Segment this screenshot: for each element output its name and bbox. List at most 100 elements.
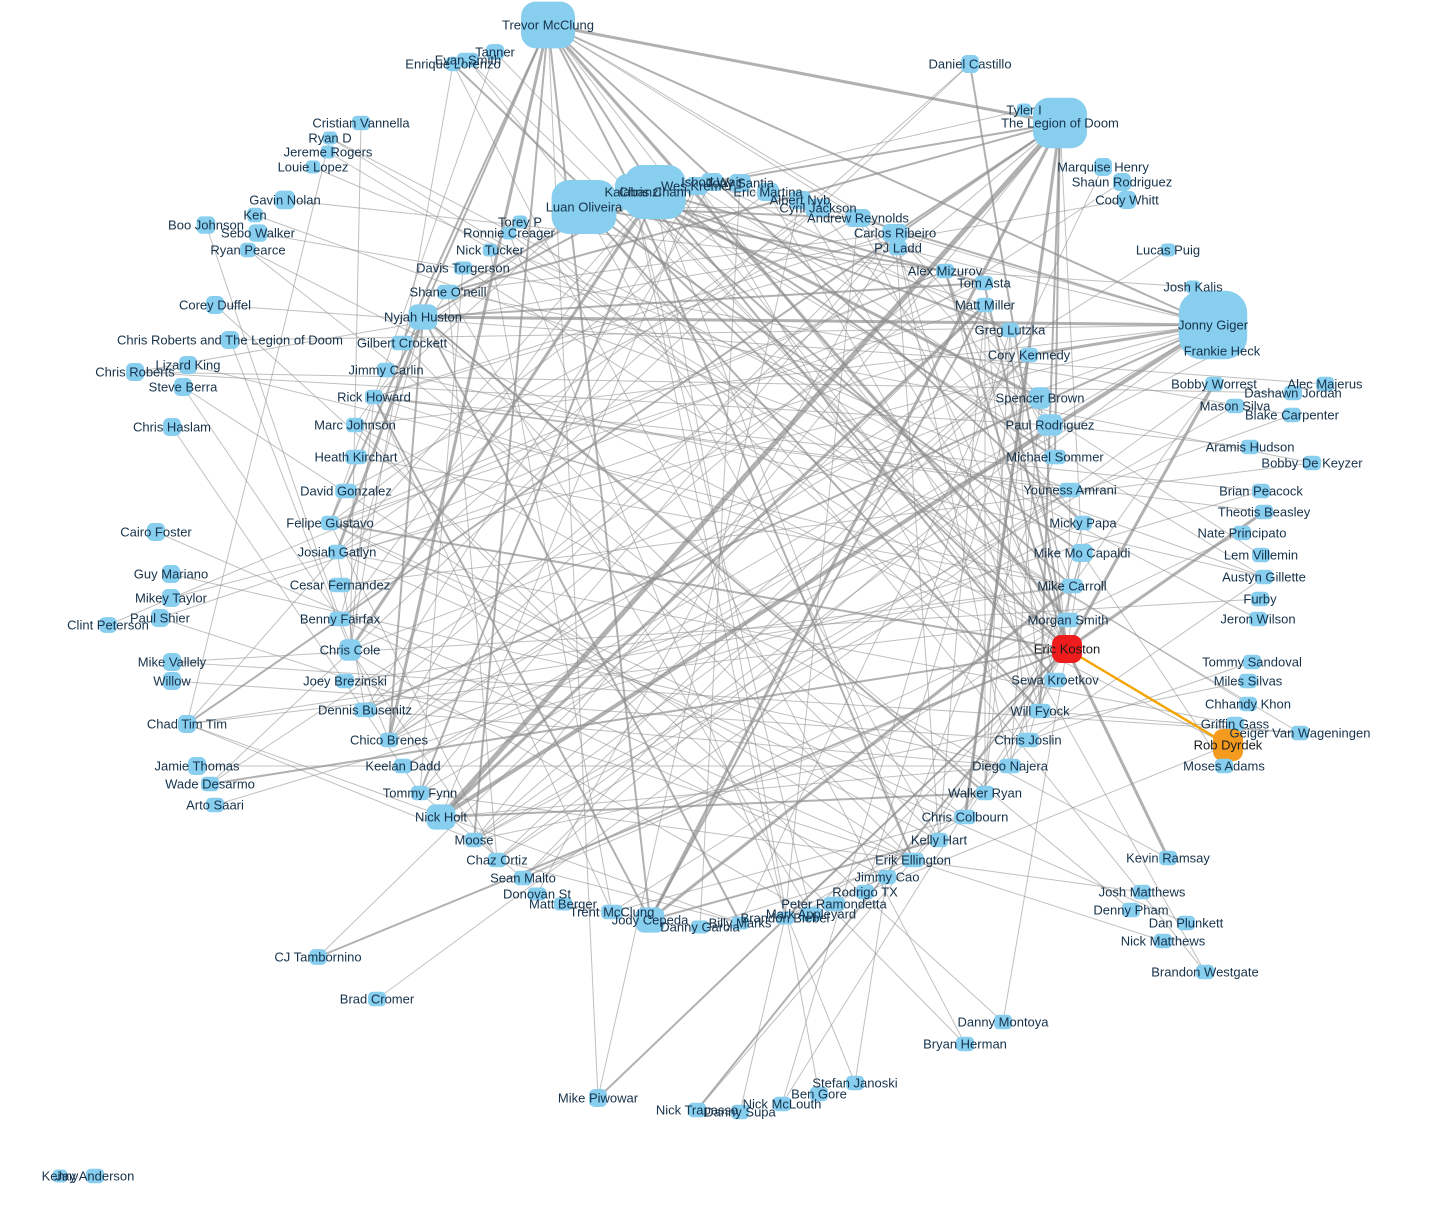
svg-text:Gilbert Crockett: Gilbert Crockett [357, 335, 448, 350]
svg-text:Lizard King: Lizard King [155, 357, 220, 372]
svg-text:Kevin Ramsay: Kevin Ramsay [1126, 850, 1210, 865]
svg-text:Jay Anderson: Jay Anderson [56, 1168, 135, 1183]
svg-text:Mike Mo Capaldi: Mike Mo Capaldi [1034, 545, 1131, 560]
svg-text:Michael Sommer: Michael Sommer [1006, 449, 1104, 464]
svg-text:Chris Roberts and The Legion o: Chris Roberts and The Legion of Doom [117, 332, 343, 347]
svg-text:Miles Silvas: Miles Silvas [1214, 673, 1283, 688]
svg-text:Alec Majerus: Alec Majerus [1287, 376, 1363, 391]
svg-text:Chris Haslam: Chris Haslam [133, 419, 211, 434]
svg-text:Shane O'neill: Shane O'neill [410, 284, 487, 299]
svg-text:Moose: Moose [454, 832, 493, 847]
svg-text:Shaun Rodriguez: Shaun Rodriguez [1072, 174, 1172, 189]
svg-text:Cristian Vannella: Cristian Vannella [312, 115, 410, 130]
svg-text:Moses Adams: Moses Adams [1183, 758, 1265, 773]
svg-text:Aramis Hudson: Aramis Hudson [1206, 439, 1295, 454]
svg-text:Sebo Walker: Sebo Walker [221, 225, 296, 240]
svg-text:Morgan Smith: Morgan Smith [1028, 612, 1109, 627]
svg-text:Brad Cromer: Brad Cromer [340, 991, 415, 1006]
svg-text:Marquise Henry: Marquise Henry [1057, 159, 1149, 174]
svg-text:Frankie Heck: Frankie Heck [1184, 343, 1261, 358]
svg-text:Cairo Foster: Cairo Foster [120, 524, 192, 539]
svg-text:Andrew Reynolds: Andrew Reynolds [807, 210, 909, 225]
svg-text:Bryan Herman: Bryan Herman [923, 1036, 1007, 1051]
svg-text:Ronnie Creager: Ronnie Creager [463, 225, 555, 240]
svg-text:Jonny Giger: Jonny Giger [1178, 317, 1249, 332]
svg-text:Chaz Ortiz: Chaz Ortiz [466, 852, 527, 867]
svg-text:Cody Whitt: Cody Whitt [1095, 192, 1159, 207]
svg-text:Josh Kalis: Josh Kalis [1163, 279, 1223, 294]
svg-text:Guy Mariano: Guy Mariano [134, 566, 208, 581]
svg-text:Nick Tucker: Nick Tucker [456, 242, 525, 257]
svg-text:Gavin Nolan: Gavin Nolan [249, 192, 321, 207]
svg-text:Jimmy Carlin: Jimmy Carlin [348, 362, 423, 377]
svg-text:Nick Holt: Nick Holt [415, 809, 467, 824]
svg-text:Ken: Ken [243, 207, 266, 222]
svg-text:Sean Malto: Sean Malto [490, 870, 556, 885]
svg-text:Geiger Van Wageningen: Geiger Van Wageningen [1230, 725, 1371, 740]
svg-text:Willow: Willow [153, 673, 191, 688]
svg-text:Matt Miller: Matt Miller [955, 297, 1016, 312]
svg-text:Brian Peacock: Brian Peacock [1219, 483, 1303, 498]
svg-text:Rick Howard: Rick Howard [337, 389, 411, 404]
svg-text:Furby: Furby [1243, 591, 1277, 606]
svg-text:Benny Fairfax: Benny Fairfax [300, 611, 381, 626]
svg-text:Lucas Puig: Lucas Puig [1136, 242, 1200, 257]
svg-text:Mikey Taylor: Mikey Taylor [135, 590, 208, 605]
svg-text:Jereme Rogers: Jereme Rogers [284, 144, 373, 159]
svg-text:Chris Colbourn: Chris Colbourn [922, 809, 1009, 824]
svg-text:David Gonzalez: David Gonzalez [300, 483, 392, 498]
svg-text:Jimmy Cao: Jimmy Cao [854, 869, 919, 884]
svg-text:Austyn Gillette: Austyn Gillette [1222, 569, 1306, 584]
svg-text:CJ Tambornino: CJ Tambornino [274, 949, 361, 964]
svg-text:Dennis Busenitz: Dennis Busenitz [318, 702, 412, 717]
svg-text:Blake Carpenter: Blake Carpenter [1245, 407, 1340, 422]
svg-text:Carlos Ribeiro: Carlos Ribeiro [854, 225, 936, 240]
svg-text:Kelly Hart: Kelly Hart [911, 832, 968, 847]
svg-text:Enrique Lorenzo: Enrique Lorenzo [405, 56, 500, 71]
svg-text:Chad Tim Tim: Chad Tim Tim [147, 716, 227, 731]
svg-text:Sewa Kroetkov: Sewa Kroetkov [1011, 672, 1099, 687]
svg-text:Theotis Beasley: Theotis Beasley [1218, 504, 1311, 519]
svg-text:Will Fyock: Will Fyock [1010, 703, 1070, 718]
svg-text:Heath Kirchart: Heath Kirchart [314, 449, 397, 464]
svg-text:Brandon Westgate: Brandon Westgate [1151, 964, 1258, 979]
svg-text:Josh Matthews: Josh Matthews [1099, 884, 1186, 899]
svg-text:Chhandy Khon: Chhandy Khon [1205, 696, 1291, 711]
svg-text:Tommy Sandoval: Tommy Sandoval [1202, 654, 1302, 669]
svg-text:Mike Piwowar: Mike Piwowar [558, 1090, 639, 1105]
svg-text:Arto Saari: Arto Saari [186, 797, 244, 812]
svg-text:PJ Ladd: PJ Ladd [874, 240, 922, 255]
svg-text:Walker Ryan: Walker Ryan [948, 785, 1022, 800]
svg-text:Jeron Wilson: Jeron Wilson [1220, 611, 1295, 626]
svg-text:Danny Montoya: Danny Montoya [957, 1014, 1049, 1029]
svg-text:Ryan D: Ryan D [308, 130, 351, 145]
svg-text:Clint Peterson: Clint Peterson [67, 617, 149, 632]
svg-text:Keelan Dadd: Keelan Dadd [365, 758, 440, 773]
svg-text:Josiah Gatlyn: Josiah Gatlyn [298, 544, 377, 559]
svg-text:Dan Plunkett: Dan Plunkett [1149, 915, 1224, 930]
svg-text:Cory Kennedy: Cory Kennedy [988, 347, 1071, 362]
svg-text:Felipe Gustavo: Felipe Gustavo [286, 515, 373, 530]
svg-text:Corey Duffel: Corey Duffel [179, 297, 251, 312]
svg-text:Eric Koston: Eric Koston [1034, 641, 1100, 656]
svg-text:Joey Brezinski: Joey Brezinski [303, 673, 387, 688]
svg-text:Bobby De Keyzer: Bobby De Keyzer [1261, 455, 1363, 470]
svg-text:Micky Papa: Micky Papa [1049, 515, 1117, 530]
svg-text:Tommy Fynn: Tommy Fynn [383, 785, 457, 800]
svg-text:Luan Oliveira: Luan Oliveira [546, 199, 623, 214]
svg-text:Steve Berra: Steve Berra [149, 379, 218, 394]
svg-text:Paul Rodriguez: Paul Rodriguez [1006, 417, 1095, 432]
svg-text:Nate Principato: Nate Principato [1198, 525, 1287, 540]
svg-text:Nick Matthews: Nick Matthews [1121, 933, 1206, 948]
svg-text:Louie Lopez: Louie Lopez [278, 159, 349, 174]
svg-text:Chico Brenes: Chico Brenes [350, 732, 429, 747]
svg-text:Wade Desarmo: Wade Desarmo [165, 776, 255, 791]
svg-text:Lem Villemin: Lem Villemin [1224, 547, 1298, 562]
svg-text:Danny Garcia: Danny Garcia [660, 919, 740, 934]
svg-text:Youness Amrani: Youness Amrani [1023, 482, 1117, 497]
svg-text:Chris Joslin: Chris Joslin [994, 732, 1061, 747]
svg-text:Davis Torgerson: Davis Torgerson [416, 260, 510, 275]
svg-text:Greg Lutzka: Greg Lutzka [975, 322, 1047, 337]
svg-text:Nyjah Huston: Nyjah Huston [384, 309, 462, 324]
svg-text:Spencer Brown: Spencer Brown [996, 390, 1085, 405]
